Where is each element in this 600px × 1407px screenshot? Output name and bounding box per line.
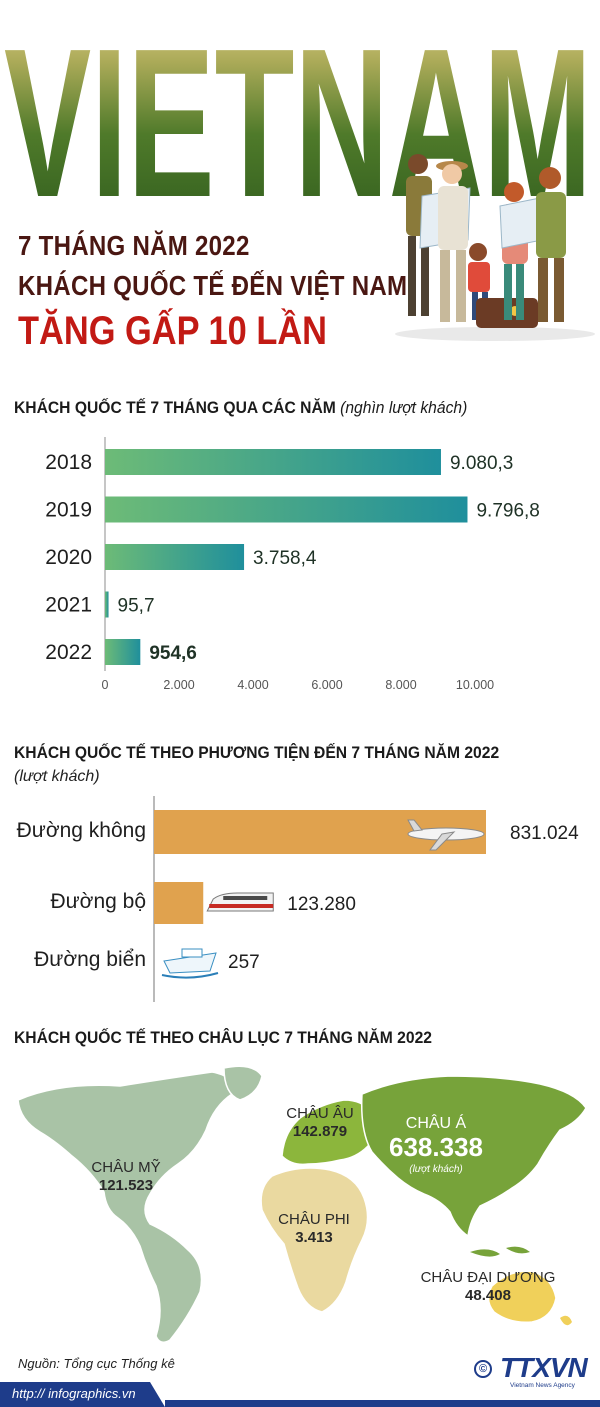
transport-label: Đường bộ (50, 890, 146, 913)
year-bar (105, 449, 441, 475)
continent-value: 121.523 (99, 1177, 153, 1194)
transport-value-label: 123.280 (287, 894, 356, 915)
year-value-label: 9.796,8 (476, 501, 539, 522)
continent-name: CHÂU PHI (278, 1211, 350, 1228)
year-value-label: 954,6 (149, 643, 197, 664)
year-label: 2018 (45, 451, 92, 474)
continent-unit: (lượt khách) (409, 1164, 463, 1175)
x-tick-label: 8.000 (385, 678, 416, 692)
transport-label: Đường biển (34, 948, 146, 971)
x-tick-label: 4.000 (237, 678, 268, 692)
year-bar (105, 496, 468, 523)
x-tick-label: 2.000 (163, 678, 194, 692)
section-years-unit: (nghìn lượt khách) (340, 398, 468, 417)
transport-bar-chart: Đường không 831.024 Đường bộ 123.280 Đường b… (17, 796, 579, 1002)
ttxvn-logo-subtitle: Vietnam News Agency (510, 1382, 575, 1389)
headline-subject: KHÁCH QUỐC TẾ ĐẾN VIỆT NAM (18, 270, 408, 301)
section-continent-title: KHÁCH QUỐC TẾ THEO CHÂU LỤC 7 THÁNG NĂM … (14, 1028, 432, 1047)
continent-value: 142.879 (293, 1123, 347, 1140)
year-value-label: 3.758,4 (253, 548, 317, 569)
americas-region (17, 1071, 234, 1343)
year-bar (105, 639, 141, 665)
year-value-label: 9.080,3 (450, 453, 513, 474)
year-label: 2021 (45, 594, 92, 617)
headline-highlight: TĂNG GẤP 10 LẦN (18, 309, 328, 353)
x-tick-label: 6.000 (311, 678, 342, 692)
section-transport-title: KHÁCH QUỐC TẾ THEO PHƯƠNG TIỆN ĐẾN 7 THÁ… (14, 743, 500, 762)
x-tick-label: 10.000 (456, 678, 494, 692)
continent-value: 3.413 (295, 1229, 333, 1246)
headline: 7 THÁNG NĂM 2022 KHÁCH QUỐC TẾ ĐẾN VIỆT … (18, 226, 471, 356)
x-tick-label: 0 (102, 678, 109, 692)
ship-icon (161, 948, 219, 979)
footer-bar (0, 1382, 600, 1407)
copyright-icon: © (474, 1360, 492, 1378)
year-value-label: 95,7 (118, 596, 155, 617)
continent-name: CHÂU MỸ (91, 1159, 160, 1176)
transport-value-label: 831.024 (510, 823, 579, 844)
transport-label: Đường không (17, 819, 146, 842)
continent-value: 48.408 (465, 1287, 511, 1304)
transport-value-label: 257 (228, 952, 260, 973)
year-label: 2019 (45, 499, 92, 522)
transport-bar (154, 882, 204, 924)
continent-value: 638.338 (389, 1132, 483, 1162)
continent-name: CHÂU ĐẠI DƯƠNG (421, 1269, 556, 1286)
year-bar (105, 544, 245, 570)
hero-header: VIETNAM 7 THÁNG NĂM 2022 KHÁCH QUỐC TẾ Đ… (0, 0, 600, 370)
section-transport-unit: (lượt khách) (14, 768, 100, 785)
section-years-heading: KHÁCH QUỐC TẾ 7 THÁNG QUA CÁC NĂM (14, 398, 336, 417)
website-link[interactable]: http:// infographics.vn (12, 1386, 136, 1401)
airplane-icon (407, 819, 485, 851)
tourists-illustration (395, 154, 595, 341)
source-note: Nguồn: Tổng cục Thống kê (18, 1356, 175, 1371)
vietnam-title-graphic: VIETNAM (4, 18, 592, 208)
years-bar-chart: 2018 9.080,3 2019 9.796,8 2020 3.758,4 2021 95,… (45, 437, 540, 692)
continent-name: CHÂU Á (406, 1113, 467, 1132)
africa-region (260, 1167, 369, 1313)
section-years-title: KHÁCH QUỐC TẾ 7 THÁNG QUA CÁC NĂM (nghìn… (14, 398, 467, 418)
year-bar (105, 591, 109, 618)
asia-region (360, 1075, 587, 1238)
year-label: 2020 (45, 546, 92, 569)
vietnam-big-title: VIETNAM (4, 18, 592, 208)
year-label: 2022 (45, 641, 92, 664)
headline-period: 7 THÁNG NĂM 2022 (18, 230, 250, 261)
oceania-region (487, 1270, 557, 1324)
continent-name: CHÂU ÂU (286, 1105, 354, 1122)
ttxvn-logo: TTXVN (500, 1352, 588, 1383)
train-icon (206, 892, 274, 912)
